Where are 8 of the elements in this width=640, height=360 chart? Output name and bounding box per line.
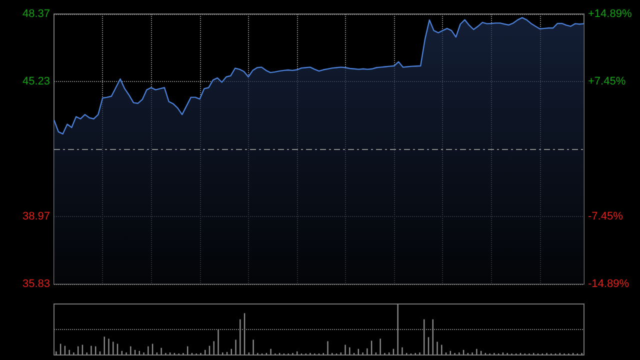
y-tick-label: 45.23: [22, 76, 50, 88]
y2-tick-label: +14.89%: [588, 8, 632, 20]
y-tick-label: 38.97: [22, 210, 50, 222]
y2-tick-label: -7.45%: [588, 210, 624, 223]
y2-tick-label: +7.45%: [588, 75, 626, 88]
y-tick-label: 35.83: [22, 278, 50, 290]
y2-tick-label: -14.89%: [588, 278, 630, 290]
y-tick-label: 48.37: [22, 8, 50, 20]
